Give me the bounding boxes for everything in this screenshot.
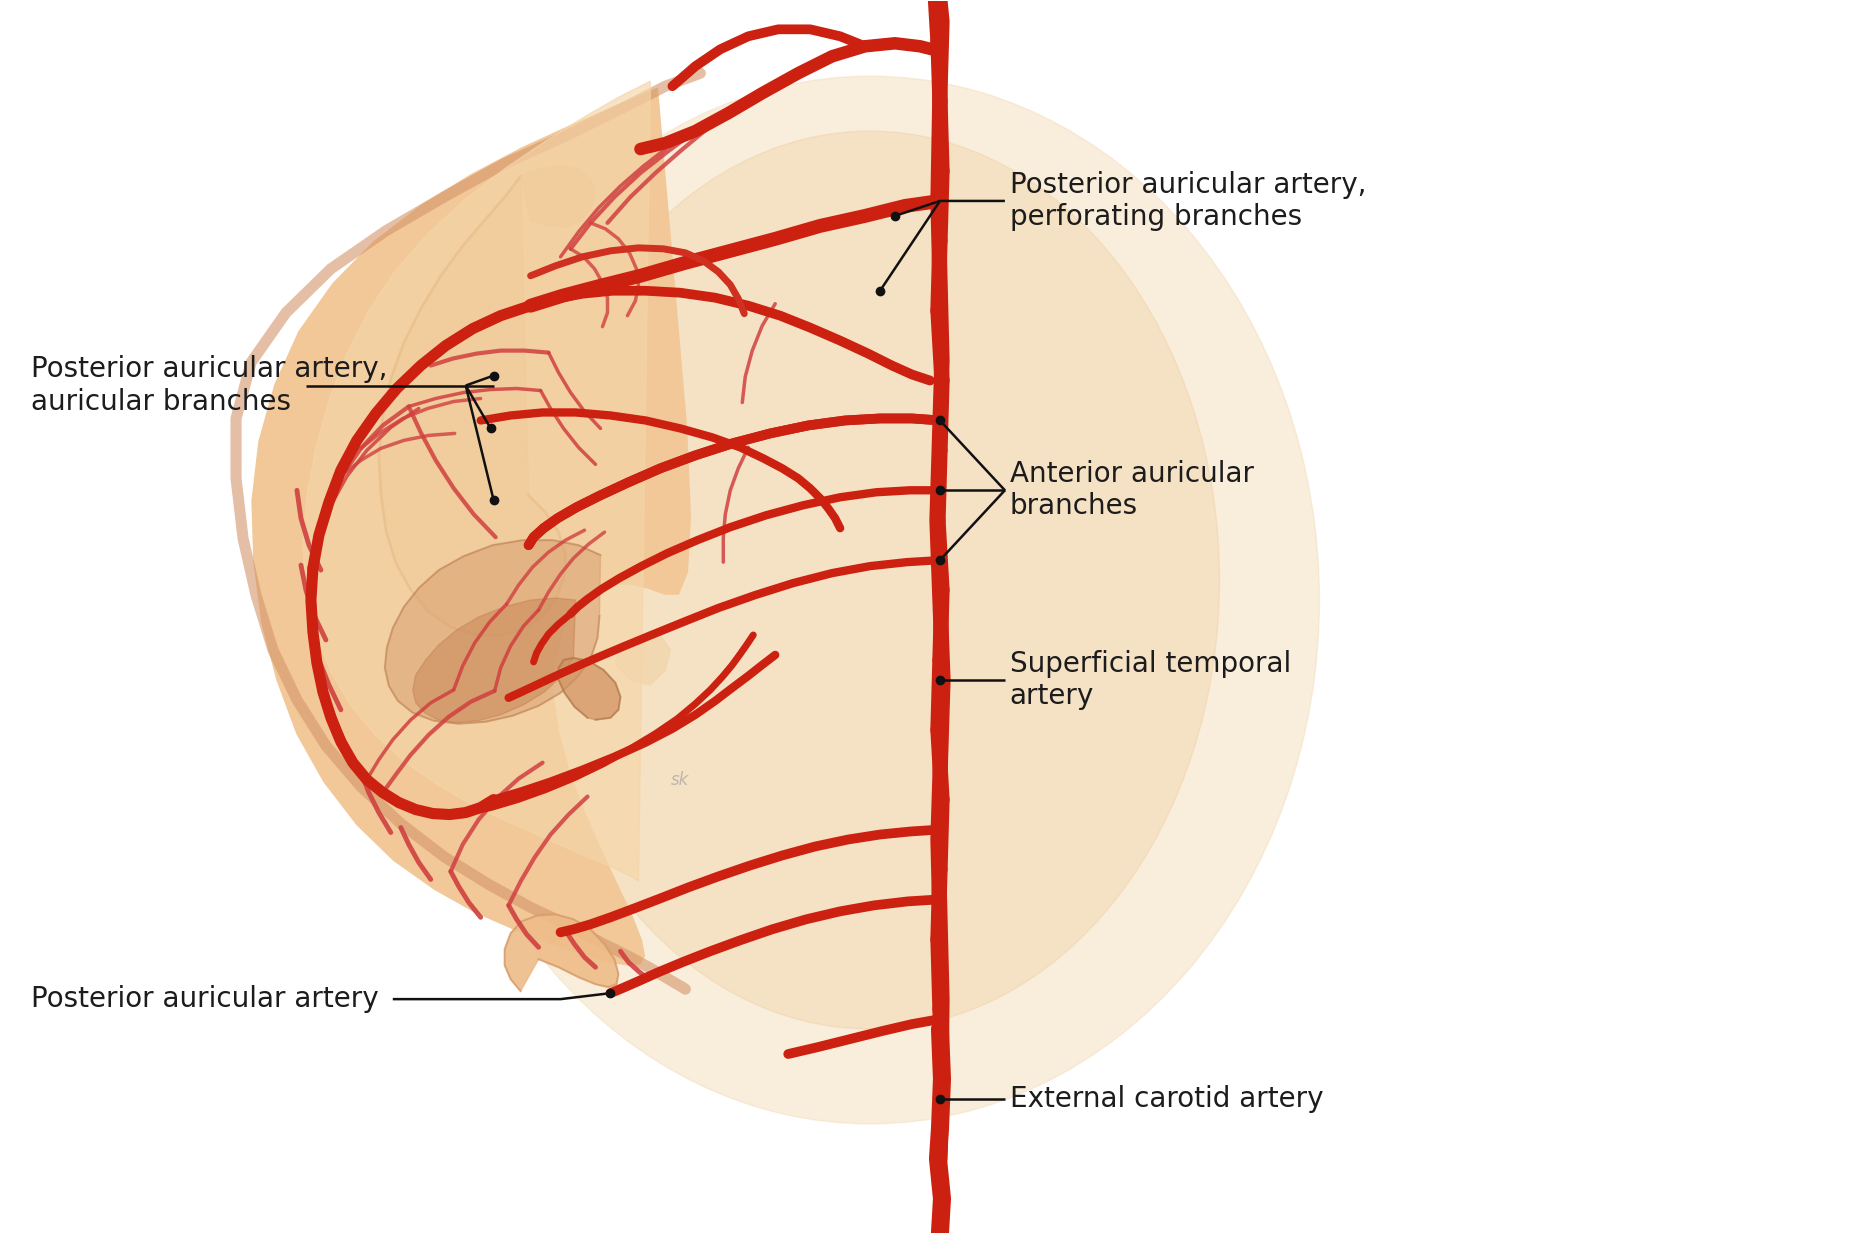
Polygon shape (520, 167, 596, 227)
Polygon shape (559, 658, 620, 719)
Text: Anterior auricular
branches: Anterior auricular branches (1010, 460, 1254, 521)
Polygon shape (616, 636, 670, 685)
Polygon shape (252, 88, 690, 965)
Ellipse shape (420, 77, 1319, 1124)
Text: External carotid artery: External carotid artery (1010, 1085, 1323, 1113)
Ellipse shape (520, 131, 1219, 1029)
Text: Posterior auricular artery,
auricular branches: Posterior auricular artery, auricular br… (31, 355, 388, 416)
Polygon shape (303, 81, 651, 881)
Text: sk: sk (672, 771, 690, 789)
Polygon shape (413, 598, 575, 723)
Polygon shape (505, 914, 618, 991)
Text: Superficial temporal
artery: Superficial temporal artery (1010, 649, 1291, 710)
Text: Posterior auricular artery,
perforating branches: Posterior auricular artery, perforating … (1010, 170, 1367, 231)
Text: Posterior auricular artery: Posterior auricular artery (31, 985, 379, 1013)
Polygon shape (379, 176, 566, 636)
Polygon shape (385, 540, 601, 724)
